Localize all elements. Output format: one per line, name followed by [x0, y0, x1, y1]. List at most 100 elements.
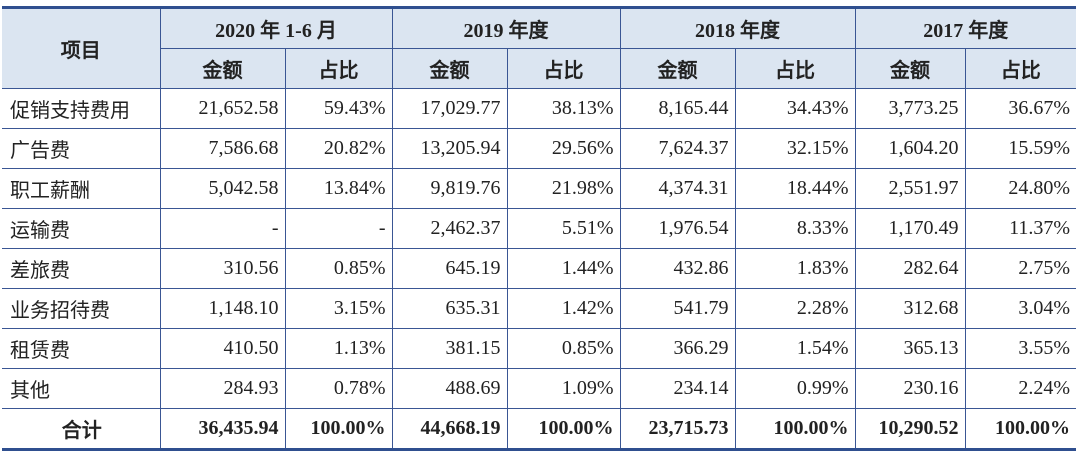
amount-cell: 310.56	[159, 248, 286, 289]
amount-cell: 432.86	[619, 248, 736, 289]
header-amount: 金额	[854, 48, 966, 89]
ratio-cell: 21.98%	[506, 168, 621, 209]
amount-cell: 635.31	[391, 288, 508, 329]
ratio-cell: 100.00%	[734, 408, 856, 450]
header-amount: 金额	[619, 48, 736, 89]
amount-cell: 13,205.94	[391, 128, 508, 169]
table-row: 促销支持费用 21,652.58 59.43% 17,029.77 38.13% 8,16…	[2, 88, 1076, 129]
amount-cell: 1,170.49	[854, 208, 966, 249]
amount-cell: 21,652.58	[159, 88, 286, 129]
amount-cell: 5,042.58	[159, 168, 286, 209]
ratio-cell: 1.83%	[734, 248, 856, 289]
ratio-cell: 2.75%	[964, 248, 1076, 289]
amount-cell: 1,604.20	[854, 128, 966, 169]
amount-cell: 9,819.76	[391, 168, 508, 209]
header-row-sub: 金额 占比 金额 占比 金额 占比 金额 占比	[2, 48, 1076, 89]
row-label: 广告费	[2, 128, 161, 169]
ratio-cell: 2.24%	[964, 368, 1076, 409]
ratio-cell: 0.85%	[284, 248, 393, 289]
amount-cell: 4,374.31	[619, 168, 736, 209]
ratio-cell: 2.28%	[734, 288, 856, 329]
header-period: 2018 年度	[619, 7, 856, 49]
amount-cell: 3,773.25	[854, 88, 966, 129]
amount-cell: 10,290.52	[854, 408, 966, 450]
expense-table: 项目 2020 年 1-6 月 2019 年度 2018 年度 2017 年度 …	[2, 6, 1076, 451]
ratio-cell: 1.42%	[506, 288, 621, 329]
ratio-cell: 1.09%	[506, 368, 621, 409]
ratio-cell: 3.04%	[964, 288, 1076, 329]
ratio-cell: 3.55%	[964, 328, 1076, 369]
ratio-cell: 11.37%	[964, 208, 1076, 249]
ratio-cell: 24.80%	[964, 168, 1076, 209]
amount-cell: 1,976.54	[619, 208, 736, 249]
ratio-cell: 0.99%	[734, 368, 856, 409]
header-amount: 金额	[391, 48, 508, 89]
header-period: 2019 年度	[391, 7, 621, 49]
amount-cell: 234.14	[619, 368, 736, 409]
ratio-cell: 15.59%	[964, 128, 1076, 169]
amount-cell: 2,551.97	[854, 168, 966, 209]
amount-cell: -	[159, 208, 286, 249]
ratio-cell: 1.13%	[284, 328, 393, 369]
ratio-cell: 1.44%	[506, 248, 621, 289]
amount-cell: 44,668.19	[391, 408, 508, 450]
table-row: 其他 284.93 0.78% 488.69 1.09% 234.14 0.99% 230.1…	[2, 368, 1076, 409]
amount-cell: 23,715.73	[619, 408, 736, 450]
total-row: 合计 36,435.94 100.00% 44,668.19 100.00% 23,715…	[2, 408, 1076, 450]
header-ratio: 占比	[964, 48, 1076, 89]
ratio-cell: 29.56%	[506, 128, 621, 169]
amount-cell: 8,165.44	[619, 88, 736, 129]
ratio-cell: 100.00%	[964, 408, 1076, 450]
ratio-cell: 8.33%	[734, 208, 856, 249]
ratio-cell: 0.78%	[284, 368, 393, 409]
header-ratio: 占比	[734, 48, 856, 89]
ratio-cell: 0.85%	[506, 328, 621, 369]
amount-cell: 366.29	[619, 328, 736, 369]
amount-cell: 312.68	[854, 288, 966, 329]
amount-cell: 645.19	[391, 248, 508, 289]
amount-cell: 7,624.37	[619, 128, 736, 169]
amount-cell: 488.69	[391, 368, 508, 409]
table-row: 职工薪酬 5,042.58 13.84% 9,819.76 21.98% 4,374.31…	[2, 168, 1076, 209]
row-label: 运输费	[2, 208, 161, 249]
ratio-cell: 59.43%	[284, 88, 393, 129]
amount-cell: 284.93	[159, 368, 286, 409]
amount-cell: 282.64	[854, 248, 966, 289]
ratio-cell: -	[284, 208, 393, 249]
row-label: 租赁费	[2, 328, 161, 369]
header-amount: 金额	[160, 48, 286, 89]
row-label: 职工薪酬	[2, 168, 161, 209]
header-period: 2020 年 1-6 月	[159, 7, 393, 49]
table-row: 广告费 7,586.68 20.82% 13,205.94 29.56% 7,624.37…	[2, 128, 1076, 169]
ratio-cell: 5.51%	[506, 208, 621, 249]
ratio-cell: 100.00%	[506, 408, 621, 450]
ratio-cell: 36.67%	[964, 88, 1076, 129]
table-row: 业务招待费 1,148.10 3.15% 635.31 1.42% 541.79 2.28%…	[2, 288, 1076, 329]
amount-cell: 410.50	[159, 328, 286, 369]
header-ratio: 占比	[284, 48, 393, 89]
ratio-cell: 34.43%	[734, 88, 856, 129]
amount-cell: 381.15	[391, 328, 508, 369]
ratio-cell: 20.82%	[284, 128, 393, 169]
row-label: 其他	[2, 368, 161, 409]
table-row: 租赁费 410.50 1.13% 381.15 0.85% 366.29 1.54% 365.…	[2, 328, 1076, 369]
table-row: 运输费 - -2,462.37 5.51% 1,976.54 8.33% 1,170.49 1…	[2, 208, 1076, 249]
amount-cell: 541.79	[619, 288, 736, 329]
amount-cell: 36,435.94	[159, 408, 286, 450]
ratio-cell: 18.44%	[734, 168, 856, 209]
table-row: 差旅费 310.56 0.85% 645.19 1.44% 432.86 1.83% 282.…	[2, 248, 1076, 289]
ratio-cell: 1.54%	[734, 328, 856, 369]
amount-cell: 7,586.68	[159, 128, 286, 169]
row-label: 差旅费	[2, 248, 161, 289]
row-label: 业务招待费	[2, 288, 161, 329]
amount-cell: 230.16	[854, 368, 966, 409]
ratio-cell: 13.84%	[284, 168, 393, 209]
row-label: 促销支持费用	[2, 88, 161, 129]
amount-cell: 1,148.10	[159, 288, 286, 329]
ratio-cell: 32.15%	[734, 128, 856, 169]
header-ratio: 占比	[506, 48, 621, 89]
amount-cell: 2,462.37	[391, 208, 508, 249]
ratio-cell: 38.13%	[506, 88, 621, 129]
amount-cell: 365.13	[854, 328, 966, 369]
amount-cell: 17,029.77	[391, 88, 508, 129]
